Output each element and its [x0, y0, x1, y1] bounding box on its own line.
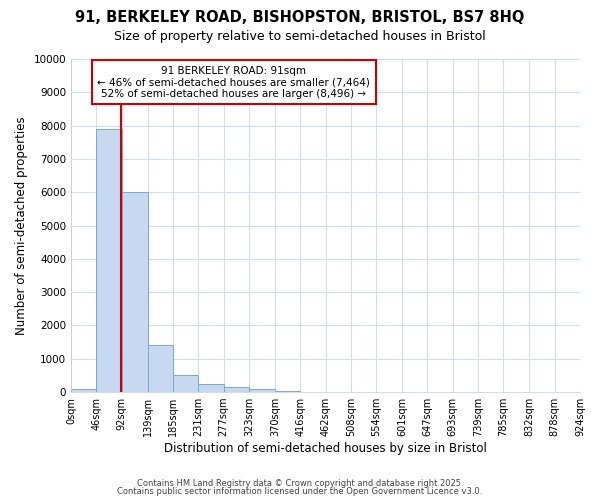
X-axis label: Distribution of semi-detached houses by size in Bristol: Distribution of semi-detached houses by … — [164, 442, 487, 455]
Bar — [97, 129, 122, 392]
Text: Contains public sector information licensed under the Open Government Licence v3: Contains public sector information licen… — [118, 487, 482, 496]
Bar — [173, 376, 198, 392]
Bar — [148, 346, 173, 392]
Bar — [71, 389, 97, 392]
Y-axis label: Number of semi-detached properties: Number of semi-detached properties — [15, 116, 28, 335]
Text: 91, BERKELEY ROAD, BISHOPSTON, BRISTOL, BS7 8HQ: 91, BERKELEY ROAD, BISHOPSTON, BRISTOL, … — [76, 10, 524, 25]
Text: 91 BERKELEY ROAD: 91sqm
← 46% of semi-detached houses are smaller (7,464)
52% of: 91 BERKELEY ROAD: 91sqm ← 46% of semi-de… — [97, 66, 370, 99]
Bar — [249, 389, 275, 392]
Bar — [224, 387, 249, 392]
Bar — [275, 391, 300, 392]
Text: Size of property relative to semi-detached houses in Bristol: Size of property relative to semi-detach… — [114, 30, 486, 43]
Text: Contains HM Land Registry data © Crown copyright and database right 2025.: Contains HM Land Registry data © Crown c… — [137, 478, 463, 488]
Bar — [122, 192, 148, 392]
Bar — [198, 384, 224, 392]
